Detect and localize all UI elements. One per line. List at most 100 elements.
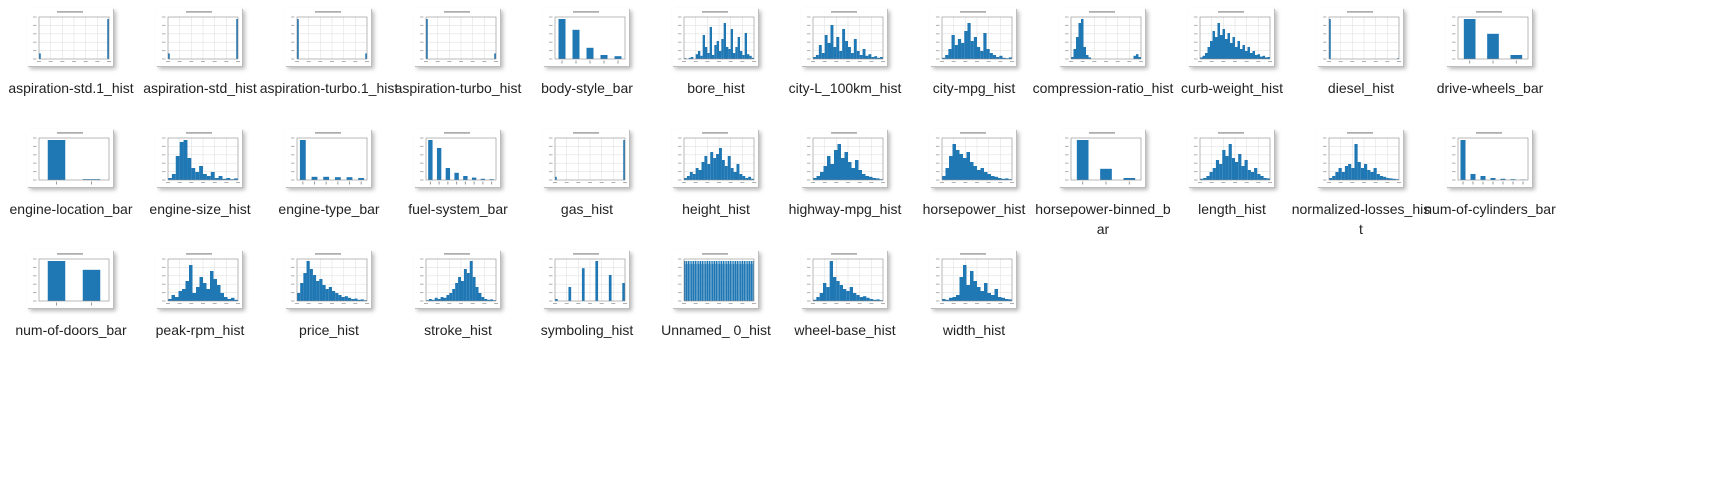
thumbnail-image <box>549 253 627 304</box>
histogram-bar <box>1206 176 1210 180</box>
histogram-bar <box>461 281 464 301</box>
thumbnail-image <box>162 11 240 62</box>
histogram-thumbnail[interactable] <box>801 8 887 66</box>
histogram-thumbnail[interactable] <box>1317 8 1403 66</box>
histogram-bar <box>834 150 838 180</box>
histogram-bar <box>716 41 719 59</box>
histogram-bar <box>1329 19 1331 59</box>
histogram-bar <box>850 53 854 59</box>
histogram-thumbnail[interactable] <box>156 8 242 66</box>
bar-chart-thumbnail[interactable] <box>1059 129 1145 187</box>
bar-chart-thumbnail[interactable] <box>543 8 629 66</box>
chart-bar <box>445 168 451 180</box>
histogram-thumbnail[interactable] <box>801 250 887 308</box>
histogram-bar <box>555 176 557 180</box>
bar-chart-thumbnail[interactable] <box>414 129 500 187</box>
histogram-bar <box>856 295 860 301</box>
histogram-bar <box>1257 174 1261 180</box>
histogram-bar <box>1083 47 1086 59</box>
chart-bar <box>82 269 101 301</box>
histogram-bar <box>966 152 970 180</box>
histogram-thumbnail[interactable] <box>930 250 1016 308</box>
histogram-bar <box>733 53 736 59</box>
histogram-thumbnail[interactable] <box>1317 129 1403 187</box>
histogram-bar <box>730 29 733 59</box>
histogram-thumbnail[interactable] <box>801 129 887 187</box>
histogram-bar <box>715 261 717 301</box>
histogram-bar <box>481 297 485 301</box>
histogram-bar <box>740 261 742 301</box>
thumbnail-image <box>678 132 756 183</box>
thumbnail-image <box>1065 11 1143 62</box>
histogram-bar <box>354 298 358 301</box>
histogram-bar <box>1395 179 1399 180</box>
histogram-bar <box>872 178 876 180</box>
histogram-bar <box>1228 144 1232 180</box>
histogram-bar <box>744 33 747 59</box>
histogram-thumbnail[interactable] <box>930 129 1016 187</box>
histogram-bar <box>720 261 723 301</box>
histogram-bar <box>748 176 752 180</box>
histogram-thumbnail[interactable] <box>285 250 371 308</box>
histogram-thumbnail[interactable] <box>543 250 629 308</box>
histogram-bar <box>689 172 693 180</box>
histogram-thumbnail[interactable] <box>1059 8 1145 66</box>
histogram-bar <box>206 289 210 301</box>
chart-bar <box>489 179 494 180</box>
histogram-bar <box>1078 23 1081 59</box>
histogram-thumbnail[interactable] <box>156 250 242 308</box>
histogram-thumbnail[interactable] <box>414 8 500 66</box>
histogram-thumbnail[interactable] <box>285 8 371 66</box>
histogram-thumbnail[interactable] <box>1188 129 1274 187</box>
histogram-bar <box>1200 57 1203 59</box>
histogram-thumbnail[interactable] <box>1188 8 1274 66</box>
histogram-bar <box>1341 172 1345 180</box>
thumbnail-image <box>291 253 369 304</box>
histogram-thumbnail[interactable] <box>672 8 758 66</box>
histogram-thumbnail[interactable] <box>543 129 629 187</box>
thumbnail-image <box>549 11 626 64</box>
bar-chart-thumbnail[interactable] <box>27 250 113 308</box>
histogram-bar <box>452 289 456 301</box>
histogram-bar <box>224 297 228 301</box>
histogram-bar <box>987 293 991 301</box>
histogram-thumbnail[interactable] <box>27 8 113 66</box>
bar-chart-thumbnail[interactable] <box>1446 129 1532 187</box>
file-name-label: city-L_100km_hist <box>788 80 902 96</box>
histogram-bar <box>727 261 730 301</box>
histogram-bar <box>357 299 361 301</box>
file-name-label: length_hist <box>1198 201 1266 217</box>
histogram-bar <box>210 271 214 301</box>
histogram-bar <box>322 285 326 301</box>
chart-bar <box>47 261 66 301</box>
bar-chart-thumbnail[interactable] <box>27 129 113 187</box>
histogram-bar <box>821 53 825 59</box>
histogram-bar <box>830 164 834 180</box>
histogram-bar <box>708 261 710 301</box>
histogram-bar <box>836 37 840 59</box>
histogram-thumbnail[interactable] <box>672 129 758 187</box>
histogram-thumbnail[interactable] <box>672 250 758 308</box>
chart-bar <box>436 148 442 180</box>
histogram-bar <box>694 261 696 301</box>
histogram-bar <box>1351 168 1355 180</box>
histogram-bar <box>863 296 867 301</box>
histogram-bar <box>714 45 717 59</box>
bar-chart-thumbnail[interactable] <box>285 129 371 187</box>
histogram-bar <box>823 166 827 180</box>
chart-bar <box>1460 140 1466 180</box>
histogram-bar <box>698 51 701 59</box>
file-name-label: wheel-base_hist <box>794 322 896 338</box>
histogram-bar <box>724 261 726 301</box>
bar-chart-thumbnail[interactable] <box>1446 8 1532 66</box>
histogram-bar <box>752 261 754 301</box>
histogram-bar <box>998 178 1002 180</box>
histogram-thumbnail[interactable] <box>414 250 500 308</box>
chart-bar <box>463 176 468 180</box>
histogram-thumbnail[interactable] <box>930 8 1016 66</box>
chart-bar <box>1490 178 1496 180</box>
chart-bar <box>600 55 608 59</box>
histogram-thumbnail[interactable] <box>156 129 242 187</box>
chart-bar <box>586 47 594 59</box>
